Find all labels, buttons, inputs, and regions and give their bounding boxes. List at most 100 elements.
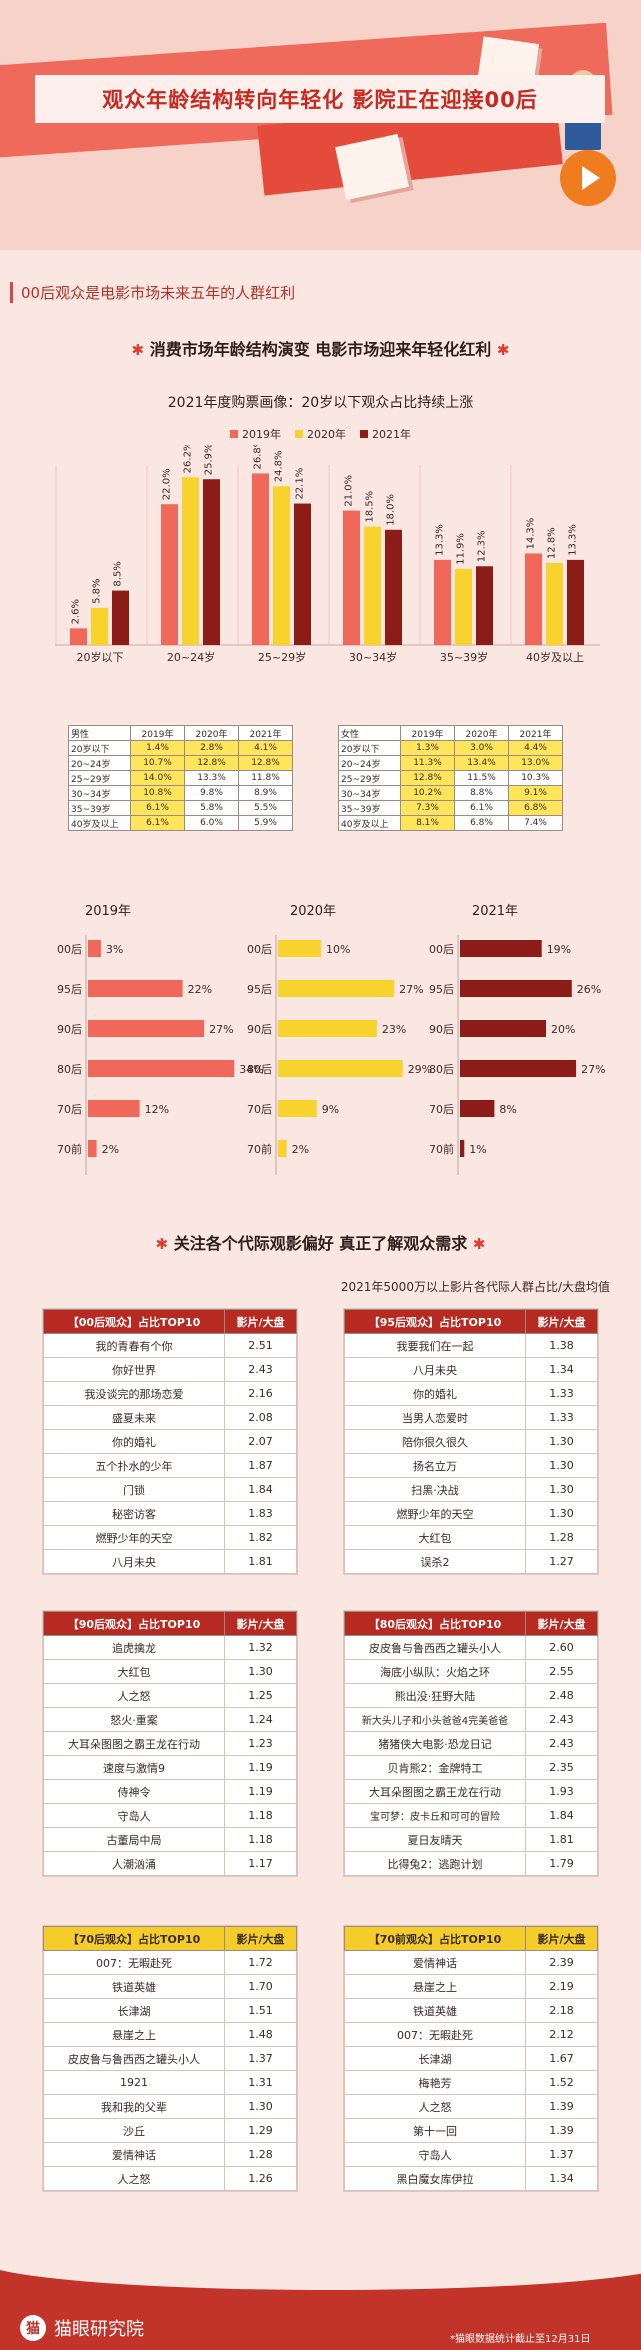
top10-panel: 【90后观众】占比TOP10 影片/大盘 追虎擒龙 1.32 大红包 1.30 人之怒 1.2…: [42, 1610, 298, 1877]
female-share-table: 女性 2019年 2020年 2021年 20岁以下 1.3% 3.0% 4.4% 20~24岁…: [338, 725, 563, 831]
ratio-value: 1.30: [525, 1501, 598, 1526]
ratio-value: 2.60: [525, 1635, 598, 1660]
table-cell: 10.8%: [130, 785, 185, 801]
panel-title: 【95后观众】占比TOP10: [344, 1309, 526, 1334]
page-subtitle: 00后观众是电影市场未来五年的人群红利: [10, 282, 295, 303]
table-row: 大耳朵图图之霸王龙在行动 1.93: [344, 1779, 598, 1804]
age-bar-chart: 2.6% 5.8% 8.5% 20岁以下 22.0% 26.2% 25.9% 20~24岁 26…: [55, 445, 600, 664]
bar-00后: [278, 940, 321, 957]
table-cell: 13.3%: [184, 770, 239, 786]
table-cell: 5.5%: [238, 800, 293, 816]
panel-title: 【00后观众】占比TOP10: [43, 1309, 225, 1334]
table-row: 悬崖之上 2.19: [344, 1974, 598, 1999]
film-title: 八月未央: [344, 1357, 526, 1382]
column-header: 影片/大盘: [224, 1926, 297, 1951]
film-title: 铁道英雄: [43, 1974, 225, 1999]
footer-band: [0, 2260, 641, 2350]
table-row: 30~34岁 10.2% 8.8% 9.1%: [338, 785, 563, 801]
bar-00后: [88, 940, 101, 957]
bar-label: 14.3%: [526, 518, 537, 550]
film-title: 你的婚礼: [43, 1429, 225, 1454]
panel-title: 【70后观众】占比TOP10: [43, 1926, 225, 1951]
column-header: 影片/大盘: [224, 1611, 297, 1636]
ratio-value: 1.31: [224, 2070, 297, 2095]
bar-70前: [278, 1140, 287, 1157]
film-title: 怒火·重案: [43, 1707, 225, 1732]
tick-label: 40岁及以上: [526, 650, 584, 664]
ratio-value: 1.84: [525, 1803, 598, 1828]
bar-35~39岁-2021年: [476, 566, 493, 645]
bar-value: 27%: [399, 983, 423, 996]
tick-label: 30~34岁: [349, 650, 397, 664]
bar-70后: [88, 1100, 140, 1117]
ratio-value: 1.33: [525, 1405, 598, 1430]
ratio-value: 1.51: [224, 1998, 297, 2023]
legend-2021: 2021年: [360, 426, 411, 442]
table-row: 误杀2 1.27: [344, 1549, 598, 1574]
film-title: 古董局中局: [43, 1827, 225, 1852]
table-cell: 9.1%: [508, 785, 563, 801]
panel-title: 【70前观众】占比TOP10: [344, 1926, 526, 1951]
table-cell: 25~29岁: [68, 770, 131, 786]
table-row: 贝肯熊2：金牌特工 2.35: [344, 1755, 598, 1780]
column-header: 影片/大盘: [224, 1309, 297, 1334]
table-cell: 11.5%: [454, 770, 509, 786]
table-cell: 7.3%: [400, 800, 455, 816]
ratio-value: 1.81: [224, 1549, 297, 1574]
bar-label: 22.1%: [295, 468, 306, 500]
table-row: 当男人恋爱时 1.33: [344, 1405, 598, 1430]
bar-label: 21.0%: [344, 475, 355, 507]
film-title: 黑白魔女库伊拉: [344, 2166, 526, 2191]
ratio-value: 1.19: [224, 1755, 297, 1780]
ratio-value: 1.48: [224, 2022, 297, 2047]
category-label: 70前: [247, 1142, 272, 1156]
bar-value: 2%: [102, 1143, 119, 1156]
ratio-value: 1.37: [224, 2046, 297, 2071]
film-title: 扫黑·决战: [344, 1477, 526, 1502]
film-title: 我要我们在一起: [344, 1333, 526, 1358]
table-row: 陪你很久很久 1.30: [344, 1429, 598, 1454]
table-cell: 8.9%: [238, 785, 293, 801]
bar-70前: [88, 1140, 97, 1157]
table-row: 扬名立万 1.30: [344, 1453, 598, 1478]
tick-label: 25~29岁: [258, 650, 306, 664]
table-row: 秘密访客 1.83: [43, 1501, 297, 1526]
bar-25~29岁-2021年: [294, 503, 311, 645]
category-label: 90后: [57, 1023, 82, 1036]
top10-table: 【95后观众】占比TOP10 影片/大盘 我要我们在一起 1.38 八月未央 1.34 你的…: [344, 1309, 598, 1574]
table-cell: 20岁以下: [338, 740, 401, 756]
column-header: 影片/大盘: [525, 1926, 598, 1951]
chart-title: 2019年: [85, 904, 131, 919]
table-row: 20岁以下 1.3% 3.0% 4.4%: [338, 740, 563, 756]
table-row: 八月未央 1.34: [344, 1357, 598, 1382]
table-header: 【95后观众】占比TOP10 影片/大盘: [344, 1309, 598, 1334]
film-title: 长津湖: [43, 1998, 225, 2023]
ratio-value: 2.08: [224, 1405, 297, 1430]
table-row: 扫黑·决战 1.30: [344, 1477, 598, 1502]
table-row: 皮皮鲁与鲁西西之罐头小人 2.60: [344, 1635, 598, 1660]
section-title-1: ✱ 消费市场年龄结构演变 电影市场迎来年轻化红利 ✱: [0, 336, 641, 360]
table-row: 大红包 1.30: [43, 1659, 297, 1684]
table-row: 大红包 1.28: [344, 1525, 598, 1550]
table-cell: 7.4%: [508, 815, 563, 831]
table-row: 宝可梦：皮卡丘和可可的冒险 1.84: [344, 1803, 598, 1828]
ratio-value: 1.30: [525, 1429, 598, 1454]
column-header: 2021年: [238, 725, 293, 741]
ratio-value: 1.38: [525, 1333, 598, 1358]
footer-wave: [0, 2260, 641, 2290]
film-title: 我的青春有个你: [43, 1333, 225, 1358]
table-row: 25~29岁 14.0% 13.3% 11.8%: [68, 770, 293, 786]
film-title: 守岛人: [43, 1803, 225, 1828]
bar-20~24岁-2020年: [182, 477, 199, 645]
bar-value: 1%: [469, 1143, 486, 1156]
bar-label: 8.5%: [113, 561, 124, 586]
table-cell: 40岁及以上: [68, 815, 131, 831]
film-title: 007：无暇赴死: [43, 1950, 225, 1975]
film-title: 比得兔2：逃跑计划: [344, 1851, 526, 1876]
table-row: 梅艳芳 1.52: [344, 2070, 598, 2095]
table-row: 你好世界 2.43: [43, 1357, 297, 1382]
chart-legend: 2019年 2020年 2021年: [0, 426, 641, 442]
film-title: 皮皮鲁与鲁西西之罐头小人: [344, 1635, 526, 1660]
table-cell: 9.8%: [184, 785, 239, 801]
category-label: 95后: [429, 983, 454, 996]
